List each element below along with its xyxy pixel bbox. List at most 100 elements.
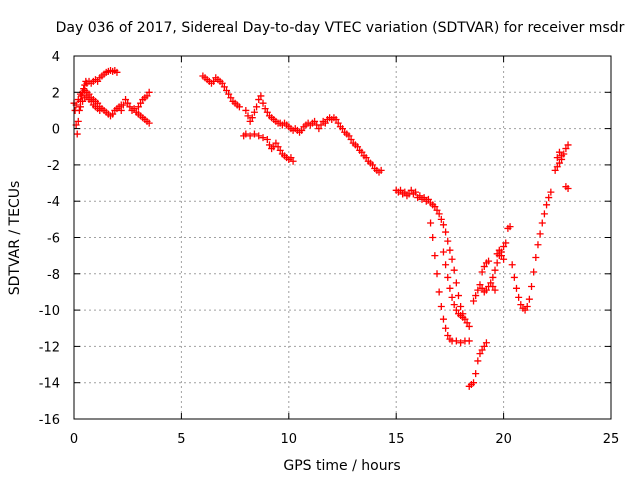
data-point [470,379,478,387]
data-point [510,273,518,281]
data-point [126,103,134,111]
data-point [437,215,445,223]
data-point [339,125,346,133]
data-point [444,273,452,281]
data-point [465,337,473,345]
y-tick-label: 2 [52,86,60,101]
data-point [117,106,125,114]
data-point [439,315,447,323]
data-point [517,301,525,309]
data-point [437,302,445,310]
y-tick-label: -2 [47,159,60,174]
data-point [261,105,269,113]
data-point [75,106,83,114]
data-point [242,106,250,114]
data-point [459,313,467,321]
data-point [420,194,428,202]
data-point [354,143,362,151]
data-point [145,88,153,96]
data-point [551,166,559,174]
data-point [87,97,95,105]
data-point [442,261,450,269]
data-point [478,284,486,292]
data-point [547,188,555,196]
data-point [274,143,282,151]
data-point [444,332,452,340]
data-point [476,350,484,358]
data-point [83,92,91,100]
data-point [287,154,295,162]
x-tick-labels: 0 5 10 15 20 25 [70,432,619,447]
data-point [407,186,415,194]
data-point [500,243,508,251]
data-point [530,268,538,276]
data-point [257,92,265,100]
data-point [416,192,424,200]
y-tick-label: -8 [47,268,60,283]
data-point [429,234,437,241]
data-point [79,97,87,105]
data-point [253,103,261,111]
x-tick-label: 15 [388,432,405,447]
data-point [564,141,572,149]
data-point [225,90,233,98]
y-tick-label: 4 [52,50,60,65]
data-point [536,230,544,238]
data-point [564,184,572,192]
x-tick-label: 25 [603,432,620,447]
data-point [495,246,503,254]
data-point [250,130,258,138]
data-point [242,130,250,138]
data-point [538,219,546,227]
data-point [553,154,561,162]
data-point [482,286,490,294]
data-point [435,210,443,218]
data-point [76,103,84,111]
data-point [476,281,484,289]
data-point [525,295,533,303]
data-point [521,306,529,314]
data-point [497,252,505,260]
data-point [259,99,267,107]
data-point [431,203,439,211]
data-point [235,103,243,111]
data-point [250,108,258,116]
data-point [130,105,138,113]
data-point [345,132,353,140]
data-point [401,188,409,196]
data-point [246,132,254,140]
data-point [450,266,458,274]
y-tick-label: -14 [39,377,60,392]
x-tick-label: 10 [281,432,298,447]
data-point [427,219,435,227]
data-point [472,292,480,300]
data-point [493,259,501,267]
data-point [480,342,488,350]
data-point [474,357,482,365]
data-point [358,148,366,156]
data-point [478,268,486,276]
chart-title: Day 036 of 2017, Sidereal Day-to-day VTE… [56,20,625,36]
data-point [558,152,566,160]
x-axis-label: GPS time / hours [283,458,400,474]
data-point [442,324,450,332]
data-point [523,302,531,310]
data-point [210,77,218,85]
data-point [244,112,252,120]
data-point [96,106,104,114]
data-point [255,96,263,104]
data-point [263,108,271,116]
data-point [487,279,495,287]
data-point [369,161,377,169]
data-point [143,92,151,100]
data-point [528,283,536,291]
data-point [122,96,130,104]
data-point [500,255,508,263]
data-point [94,77,102,85]
data-point [515,293,523,301]
data-point [298,126,306,134]
data-point [246,117,254,125]
data-point [485,257,493,265]
data-point [540,210,548,218]
